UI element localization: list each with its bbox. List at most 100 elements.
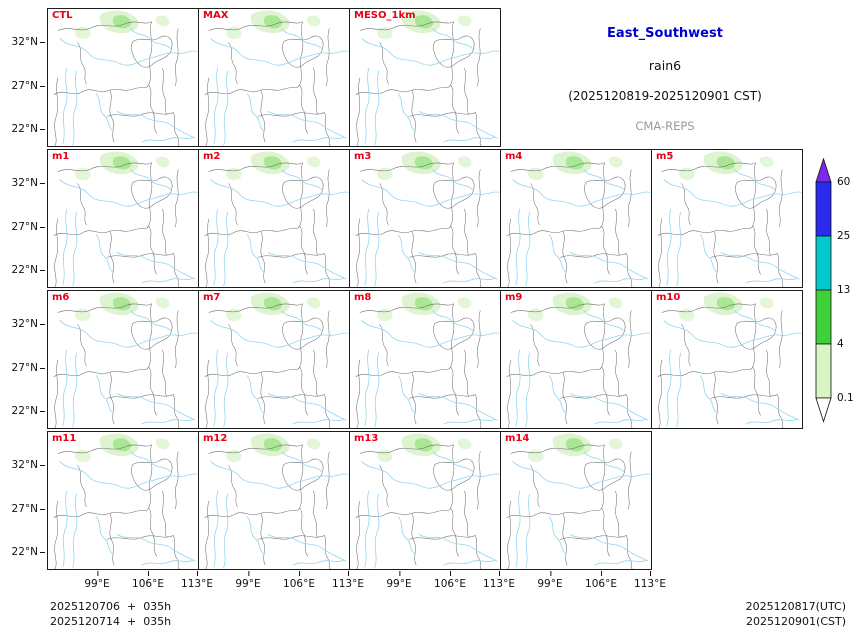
map-panel-m2: m2 (198, 149, 350, 288)
map-art (350, 432, 500, 569)
colorbar: 60 25 13 4 0.1 (815, 158, 860, 430)
map-panel-m7: m7 (198, 290, 350, 429)
map-panel-m6: m6 (47, 290, 199, 429)
x-tick-label: 106°E (283, 571, 315, 590)
map-art (199, 9, 349, 146)
x-axis-col-4: 99°E 106°E 113°E (500, 570, 666, 592)
panel-row-4: m11 m12 m13 m14 (47, 431, 652, 570)
x-tick-label: 99°E (537, 571, 563, 590)
map-art (199, 432, 349, 569)
panel-label: m11 (52, 433, 77, 444)
x-axis-col-3: 99°E 106°E 113°E (349, 570, 515, 592)
panel-label: m9 (505, 292, 523, 303)
x-tick-label: 113°E (634, 571, 666, 590)
panel-label: m12 (203, 433, 228, 444)
map-panel-m3: m3 (349, 149, 501, 288)
valid-time-cst: 2025120901(CST) (746, 615, 846, 628)
colorbar-tick-label: 60 (837, 176, 851, 188)
map-art (350, 291, 500, 428)
panel-label: m10 (656, 292, 681, 303)
map-panel-m11: m11 (47, 431, 199, 570)
panel-row-2: m1 m2 m3 m4 m5 (47, 149, 803, 288)
valid-time-utc: 2025120817(UTC) (745, 600, 846, 613)
map-panel-m12: m12 (198, 431, 350, 570)
map-panel-meso-1km: MESO_1km (349, 8, 501, 147)
y-axis-row-3: 32°N 27°N 22°N (0, 290, 47, 429)
colorbar-tick-label: 0.1 (837, 392, 854, 404)
map-art (652, 150, 802, 287)
colorbar-top-arrow (815, 158, 832, 183)
map-panel-m9: m9 (500, 290, 652, 429)
y-tick-label: 32°N (11, 177, 46, 189)
y-tick-label: 22°N (11, 405, 46, 417)
panel-label: m8 (354, 292, 372, 303)
x-tick-label: 99°E (235, 571, 261, 590)
panel-label: m7 (203, 292, 221, 303)
y-axis-row-2: 32°N 27°N 22°N (0, 149, 47, 288)
y-tick-label: 27°N (11, 221, 46, 233)
x-tick-label: 106°E (585, 571, 617, 590)
variable-title: rain6 (648, 58, 682, 73)
colorbar-scale (815, 158, 832, 423)
colorbar-tick-label: 13 (837, 284, 851, 296)
x-tick-label: 106°E (132, 571, 164, 590)
system-title: CMA-REPS (635, 119, 695, 133)
y-tick-label: 22°N (11, 264, 46, 276)
map-art (199, 150, 349, 287)
map-art (48, 150, 198, 287)
map-panel-m10: m10 (651, 290, 803, 429)
map-art (350, 9, 500, 146)
panel-label: m3 (354, 151, 372, 162)
map-art (48, 9, 198, 146)
panel-label: m2 (203, 151, 221, 162)
footer-valid-times: 2025120817(UTC) 2025120901(CST) (746, 599, 846, 629)
panel-label: m4 (505, 151, 523, 162)
y-tick-label: 27°N (11, 362, 46, 374)
y-tick-label: 27°N (11, 503, 46, 515)
map-panel-m4: m4 (500, 149, 652, 288)
y-axis-row-4: 32°N 27°N 22°N (0, 431, 47, 570)
y-tick-label: 22°N (11, 123, 46, 135)
panel-label: m5 (656, 151, 674, 162)
region-title: East_Southwest (607, 26, 723, 41)
x-tick-label: 113°E (332, 571, 364, 590)
panel-label: m1 (52, 151, 70, 162)
init-time-line-1: 2025120706 + 035h (50, 600, 172, 613)
y-tick-label: 22°N (11, 546, 46, 558)
panel-row-3: m6 m7 m8 m9 m10 (47, 290, 803, 429)
panel-label: CTL (52, 10, 73, 21)
map-art (48, 291, 198, 428)
map-art (199, 291, 349, 428)
x-axis-col-2: 99°E 106°E 113°E (198, 570, 364, 592)
x-tick-label: 106°E (434, 571, 466, 590)
map-art (501, 150, 651, 287)
panel-row-1: CTL MAX MESO_1km (47, 8, 501, 147)
map-art (350, 150, 500, 287)
y-tick-label: 32°N (11, 36, 46, 48)
colorbar-tick-label: 25 (837, 230, 851, 242)
map-panel-m1: m1 (47, 149, 199, 288)
map-art (501, 432, 651, 569)
map-panel-max: MAX (198, 8, 350, 147)
period-title: (2025120819-2025120901 CST) (568, 89, 762, 103)
panel-label: m13 (354, 433, 379, 444)
panel-label: MESO_1km (354, 10, 416, 21)
map-panel-m14: m14 (500, 431, 652, 570)
map-panel-m5: m5 (651, 149, 803, 288)
map-art (652, 291, 802, 428)
map-panel-m13: m13 (349, 431, 501, 570)
x-tick-label: 113°E (181, 571, 213, 590)
x-axis-col-1: 99°E 106°E 113°E (47, 570, 213, 592)
colorbar-bottom-arrow (815, 397, 832, 423)
x-tick-label: 99°E (386, 571, 412, 590)
y-tick-label: 32°N (11, 318, 46, 330)
map-panel-m8: m8 (349, 290, 501, 429)
x-tick-label: 99°E (84, 571, 110, 590)
panel-label: m6 (52, 292, 70, 303)
y-axis-row-1: 32°N 27°N 22°N (0, 8, 47, 147)
y-tick-label: 27°N (11, 80, 46, 92)
x-tick-label: 113°E (483, 571, 515, 590)
map-art (48, 432, 198, 569)
title-block: East_Southwest rain6 (2025120819-2025120… (512, 26, 818, 133)
